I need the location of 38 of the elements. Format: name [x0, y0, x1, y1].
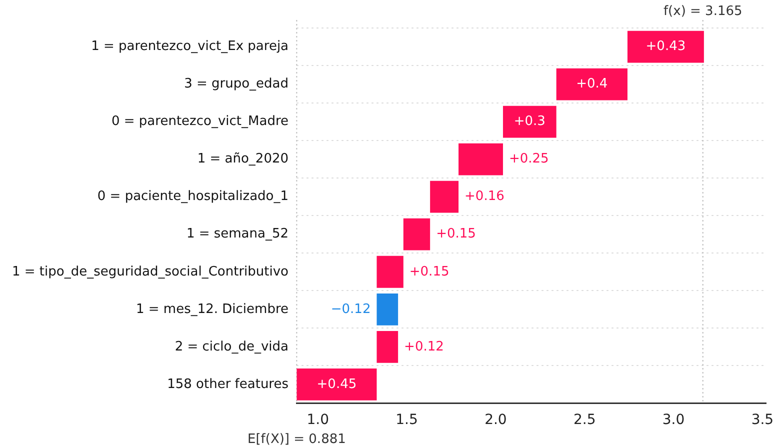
y-tick-label: 0 = paciente_hospitalizado_1: [97, 189, 289, 204]
data-label: +0.15: [409, 264, 450, 280]
y-tick-label: 1 = mes_12. Diciembre: [136, 302, 289, 317]
data-label: +0.12: [404, 339, 444, 354]
data-label: −0.12: [330, 302, 371, 317]
x-tick-label: 1.0: [306, 412, 329, 428]
y-tick-label: 1 = año_2020: [197, 152, 289, 167]
y-tick-label: 3 = grupo_edad: [184, 76, 289, 92]
data-label: +0.3: [514, 114, 546, 130]
data-label: +0.15: [436, 226, 476, 242]
bar: [556, 68, 628, 100]
y-tick-label: 1 = parentezco_vict_Ex pareja: [91, 39, 289, 54]
bar: [502, 106, 556, 138]
bar: [296, 368, 377, 400]
x-tick-label: 3.0: [662, 412, 685, 428]
x-tick-label: 3.5: [751, 412, 774, 428]
x-tick-label: 1.5: [396, 412, 418, 428]
bar: [376, 256, 404, 288]
bar: [458, 143, 503, 176]
x-tick-label: 2.5: [573, 412, 596, 428]
y-tick-label: 2 = ciclo_de_vida: [174, 339, 289, 354]
ref-line-label: f(x) = 3.165: [663, 4, 742, 19]
data-label: +0.4: [576, 76, 608, 92]
bar: [627, 30, 704, 63]
ref-line-label: E[f(X)] = 0.881: [248, 432, 346, 447]
bar: [376, 293, 398, 326]
bar: [376, 330, 398, 363]
y-tick-label: 1 = tipo_de_seguridad_social_Contributivo: [12, 264, 289, 280]
data-label: +0.16: [464, 189, 504, 204]
y-tick-label: 158 other features: [167, 376, 289, 392]
bar: [430, 180, 459, 213]
y-tick-label: 1 = semana_52: [186, 226, 289, 242]
data-label: +0.25: [508, 152, 549, 167]
data-label: +0.45: [316, 376, 357, 392]
bar: [403, 218, 430, 250]
x-tick-label: 2.0: [484, 412, 507, 428]
data-label: +0.43: [646, 39, 686, 54]
y-tick-label: 0 = parentezco_vict_Madre: [112, 114, 289, 130]
